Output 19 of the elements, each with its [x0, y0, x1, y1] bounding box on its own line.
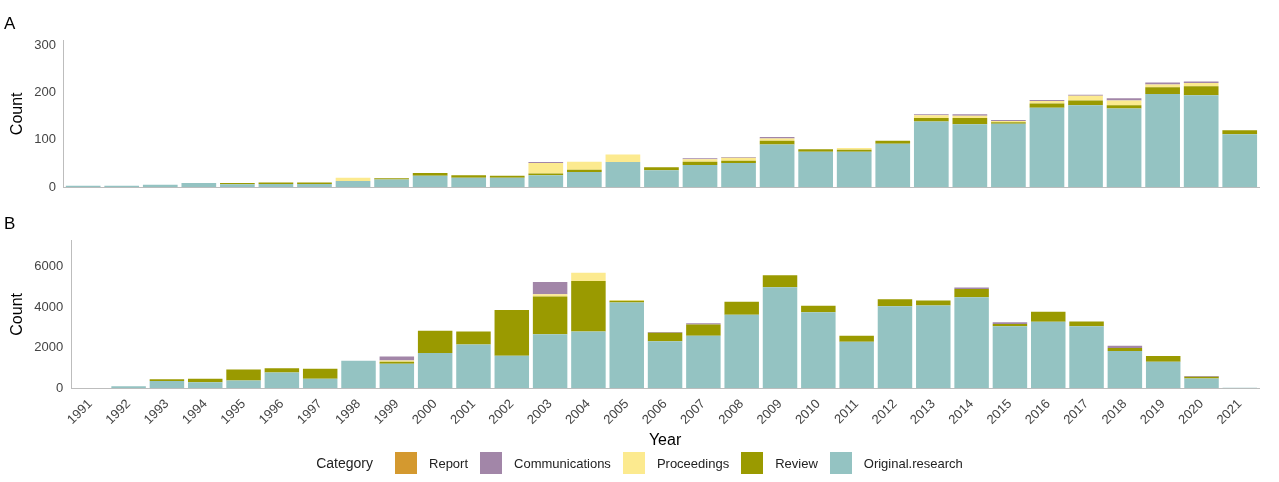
y-axis-title: Count [8, 292, 26, 336]
legend-label: Proceedings [656, 455, 730, 471]
y-tick-label: 300 [34, 36, 56, 52]
x-axis-title: Year [648, 430, 682, 448]
legend-label: Original.research [863, 455, 963, 471]
y-axis-title: Count [8, 91, 26, 136]
y-tick-label: 0 [55, 379, 64, 395]
legend-label: Communications [514, 455, 611, 471]
legend-title: Category [316, 455, 374, 471]
y-tick-label: 6000 [34, 258, 64, 274]
legend-label: Review [775, 455, 818, 471]
chart-title: B [4, 213, 16, 233]
y-tick-label: 0 [48, 178, 56, 194]
legend-label: Report [429, 455, 469, 471]
y-tick-label: 100 [34, 131, 56, 147]
y-tick-label: 4000 [34, 298, 64, 314]
chart-title: A [4, 13, 16, 33]
y-tick-label: 200 [34, 84, 56, 100]
y-tick-label: 2000 [34, 339, 64, 355]
